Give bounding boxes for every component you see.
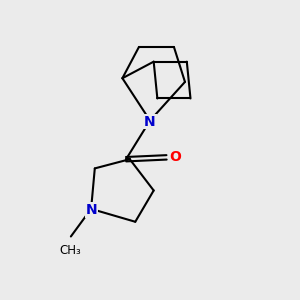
Text: CH₃: CH₃ <box>59 244 81 257</box>
Text: O: O <box>169 150 181 164</box>
Text: N: N <box>144 115 156 129</box>
Text: N: N <box>85 203 97 217</box>
